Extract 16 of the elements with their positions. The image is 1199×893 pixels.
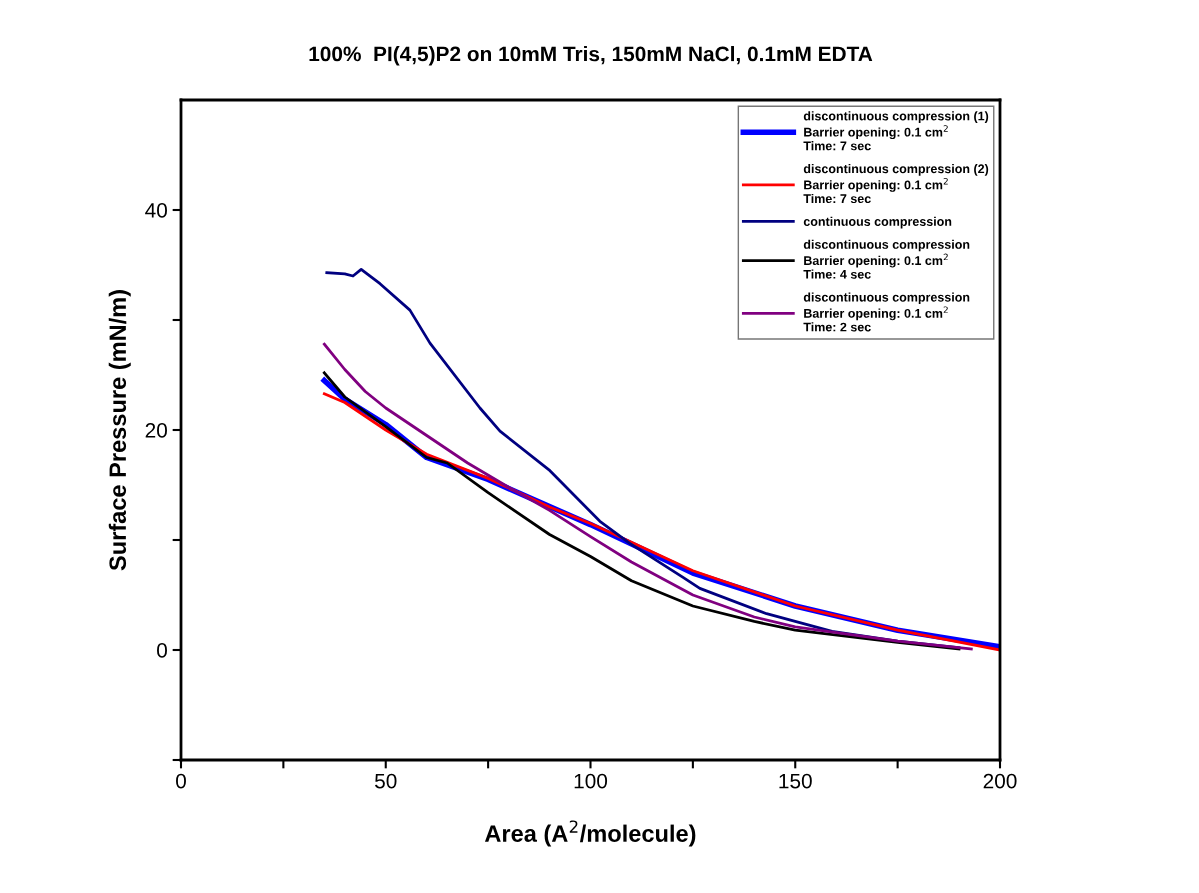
x-axis-title: Area (A$^{2}$/molecule) [484, 820, 696, 847]
y-tick-label: 20 [145, 423, 167, 438]
x-tick-label: 150 [779, 773, 812, 789]
y-tick-label: 40 [145, 203, 167, 218]
x-tick-label: 200 [983, 773, 1017, 789]
text: discontinuous compression Barrier opening: 0.1 cm$^{2}$ Time: 2 sec [803, 292, 970, 332]
legend-label: continuous compression [803, 216, 952, 229]
x-tick-label: 100 [574, 773, 608, 789]
y-tick-label: 0 [157, 643, 167, 658]
text: discontinuous compression (1) Barrier opening: 0.1 cm$^{2}$ Time: 7 sec [803, 111, 989, 151]
text: discontinuous compression Barrier opening: 0.1 cm$^{2}$ Time: 4 sec [803, 239, 970, 279]
chart-title: 100% PI(4,5)P2 on 10mM Tris, 150mM NaCl, 0.1mM EDTA [309, 46, 873, 66]
text: discontinuous compression (2) Barrier opening: 0.1 cm$^{2}$ Time: 7 sec [803, 164, 989, 204]
x-tick-label: 50 [375, 773, 397, 789]
x-tick-label: 0 [176, 773, 186, 789]
y-axis-title: Surface Pressure (mN/m) [108, 290, 131, 571]
